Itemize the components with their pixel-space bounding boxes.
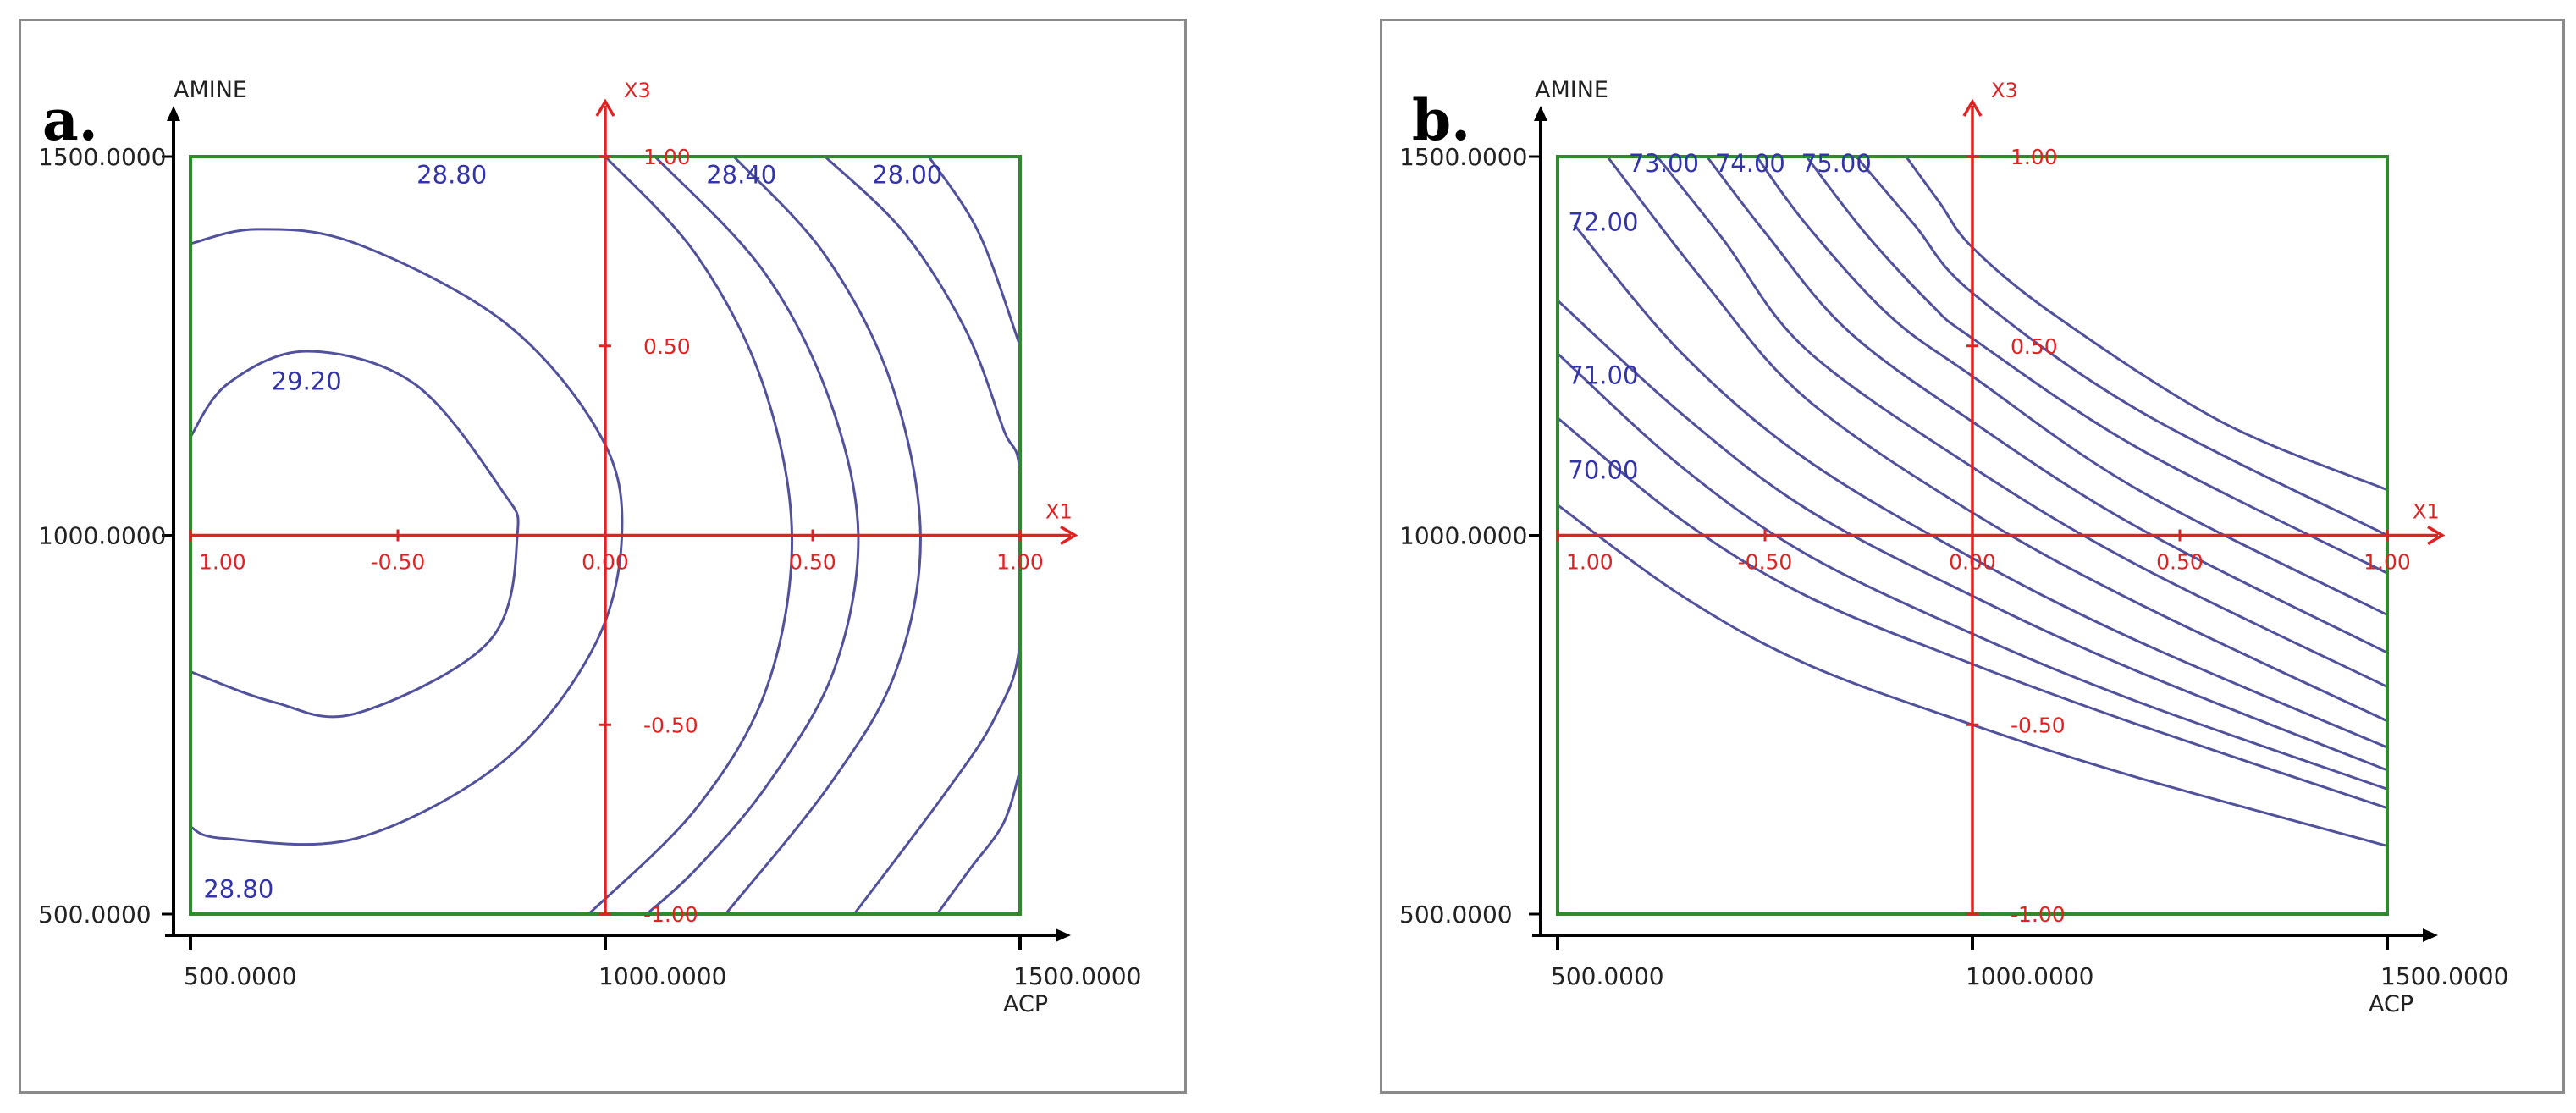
coded-x-tick-label: 0.50 — [789, 550, 836, 575]
coded-y-tick-label: -0.50 — [2011, 713, 2066, 737]
contour-line — [935, 769, 1020, 914]
coded-y-axis-arrow — [1962, 98, 1983, 117]
contour-level-label: 75.00 — [1801, 149, 1872, 178]
contour-level-label: 70.00 — [1568, 455, 1638, 484]
contour-line — [190, 350, 520, 719]
y-tick-label: 1500.0000 — [38, 143, 166, 171]
coded-y-axis-arrow — [595, 98, 615, 117]
coded-y-tick-label: -1.00 — [2011, 902, 2066, 927]
coded-y-tick-label: -1.00 — [643, 902, 698, 927]
coded-x-axis-title: X1 — [1045, 500, 1073, 524]
coded-y-tick-label: 0.50 — [643, 334, 691, 359]
coded-x-tick-label: 1.00 — [1566, 550, 1613, 575]
coded-x-axis-title: X1 — [2413, 500, 2440, 524]
contour-line — [1558, 416, 2387, 810]
coded-y-axis-title: X3 — [1991, 79, 2018, 102]
contour-line — [190, 228, 624, 846]
coded-x-axis-arrow — [1060, 525, 1078, 546]
x-axis-arrow — [1056, 928, 1071, 942]
y-axis-arrow — [1534, 106, 1547, 121]
contour-line — [1706, 157, 2387, 654]
x-tick-label: 500.0000 — [184, 962, 297, 990]
coded-x-tick-label: 1.00 — [199, 550, 246, 575]
contour-line — [1805, 157, 2387, 575]
contour-line — [1558, 299, 2387, 772]
contour-line — [1606, 157, 2387, 723]
contour-level-label: 74.00 — [1715, 149, 1785, 178]
coded-y-tick-label: -0.50 — [643, 713, 698, 737]
coded-x-tick-label: -0.50 — [1738, 550, 1793, 575]
coded-x-tick-label: -0.50 — [371, 550, 426, 575]
contour-lines — [1558, 157, 2387, 847]
panel-label: a. — [42, 87, 98, 153]
y-tick-label: 1500.0000 — [1399, 143, 1527, 171]
contour-panel-a: a. 500.0000 1000.0000 1500.0000 500.0000 1000… — [19, 19, 1187, 1094]
panel-label: b. — [1412, 87, 1470, 153]
contour-level-label: 73.00 — [1629, 149, 1699, 178]
contour-line — [1656, 157, 2387, 688]
contour-panel-b: b. 500.0000 1000.0000 1500.0000 500.0000 1000… — [1380, 19, 2565, 1094]
coded-y-tick-label: 0.50 — [2011, 334, 2058, 359]
contour-plot-b: b. 500.0000 1000.0000 1500.0000 500.0000 1000… — [1399, 77, 2508, 1017]
contour-plot-a: a. 500.0000 1000.0000 1500.0000 500.0000 1000… — [38, 77, 1141, 1017]
contour-level-label: 71.00 — [1568, 361, 1638, 390]
coded-x-tick-label: 1.00 — [996, 550, 1044, 575]
contour-line — [645, 157, 860, 914]
contour-line — [1905, 157, 2387, 492]
y-tick-label: 1000.0000 — [1399, 522, 1527, 550]
y-tick-label: 1000.0000 — [38, 522, 166, 550]
contour-level-label: 28.80 — [203, 874, 273, 903]
contour-line — [824, 157, 1020, 914]
x-tick-label: 1500.0000 — [2380, 962, 2508, 990]
contour-line — [1855, 157, 2387, 537]
x-tick-label: 500.0000 — [1551, 962, 1664, 990]
coded-y-tick-label: 1.00 — [2011, 145, 2058, 169]
contour-level-label: 28.80 — [416, 160, 487, 189]
y-axis-title: AMINE — [174, 77, 247, 103]
coded-x-tick-label: 0.00 — [582, 550, 629, 575]
x-axis-title: ACP — [1003, 991, 1048, 1017]
coded-x-tick-label: 0.00 — [1949, 550, 1996, 575]
coded-x-tick-label: 0.50 — [2156, 550, 2204, 575]
coded-x-axis-arrow — [2427, 525, 2446, 546]
coded-x-tick-label: 1.00 — [2364, 550, 2411, 575]
contour-line — [927, 157, 1020, 347]
y-tick-label: 500.0000 — [1399, 901, 1513, 928]
contour-line — [1558, 504, 2387, 847]
y-axis-title: AMINE — [1535, 77, 1608, 103]
x-axis-title: ACP — [2369, 991, 2413, 1017]
y-axis-arrow — [167, 106, 180, 121]
coded-y-axis-title: X3 — [624, 79, 651, 102]
y-tick-label: 500.0000 — [38, 901, 152, 928]
x-tick-label: 1000.0000 — [1966, 962, 2093, 990]
contour-line — [1558, 352, 2387, 791]
contour-line — [1573, 223, 2387, 749]
x-axis-arrow — [2423, 928, 2438, 942]
coded-y-tick-label: 1.00 — [643, 145, 691, 169]
contour-level-label: 28.40 — [706, 160, 776, 189]
contour-level-label: 28.00 — [872, 160, 942, 189]
x-tick-label: 1000.0000 — [598, 962, 726, 990]
contour-level-label: 72.00 — [1568, 208, 1638, 237]
x-tick-label: 1500.0000 — [1013, 962, 1141, 990]
contour-level-label: 29.20 — [272, 367, 342, 396]
